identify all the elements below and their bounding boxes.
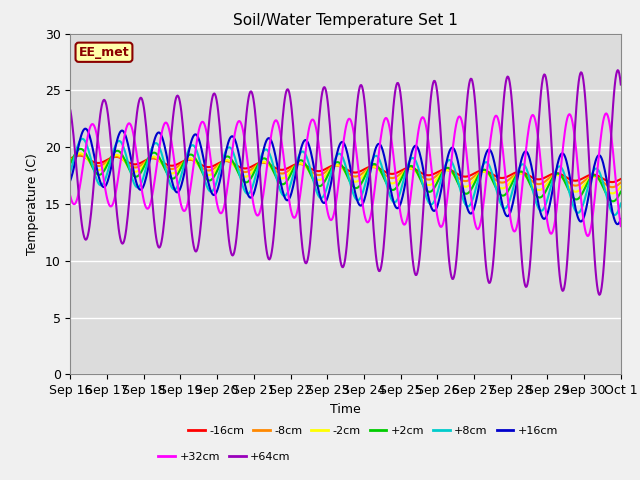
- +16cm: [429, 208, 437, 214]
- -2cm: [67, 159, 74, 165]
- +64cm: [614, 67, 621, 73]
- -16cm: [190, 157, 198, 163]
- +32cm: [67, 193, 74, 199]
- +64cm: [189, 239, 196, 244]
- +16cm: [67, 177, 74, 183]
- Line: -8cm: -8cm: [70, 155, 621, 187]
- Text: EE_met: EE_met: [79, 46, 129, 59]
- +16cm: [614, 221, 621, 227]
- -8cm: [76, 152, 83, 158]
- -2cm: [413, 170, 421, 176]
- +2cm: [617, 189, 625, 194]
- +16cm: [134, 184, 141, 190]
- -16cm: [429, 171, 437, 177]
- Line: +8cm: +8cm: [70, 139, 621, 215]
- +8cm: [190, 143, 198, 148]
- -8cm: [190, 158, 198, 164]
- -2cm: [134, 168, 141, 174]
- -16cm: [134, 161, 141, 167]
- Line: +16cm: +16cm: [70, 129, 621, 224]
- +16cm: [413, 144, 421, 150]
- +16cm: [190, 133, 198, 139]
- +32cm: [77, 180, 84, 186]
- X-axis label: Time: Time: [330, 403, 361, 416]
- +2cm: [77, 146, 84, 152]
- -16cm: [77, 153, 85, 158]
- +8cm: [617, 201, 625, 206]
- +64cm: [67, 108, 74, 113]
- Line: -2cm: -2cm: [70, 153, 621, 193]
- +16cm: [77, 135, 84, 141]
- Line: +64cm: +64cm: [70, 70, 621, 295]
- +8cm: [429, 200, 437, 206]
- +2cm: [413, 170, 421, 176]
- -16cm: [413, 168, 421, 173]
- -8cm: [67, 157, 74, 163]
- +16cm: [219, 164, 227, 170]
- +8cm: [67, 169, 74, 175]
- -16cm: [617, 176, 625, 182]
- -16cm: [75, 153, 83, 158]
- -16cm: [67, 156, 74, 161]
- +8cm: [134, 184, 141, 190]
- +32cm: [584, 233, 592, 239]
- +64cm: [218, 152, 226, 157]
- +32cm: [429, 175, 436, 180]
- Line: -16cm: -16cm: [70, 156, 621, 182]
- -2cm: [617, 184, 625, 190]
- Legend: +32cm, +64cm: +32cm, +64cm: [154, 447, 295, 466]
- -8cm: [609, 184, 616, 190]
- +8cm: [77, 137, 84, 143]
- -8cm: [413, 169, 421, 175]
- -2cm: [429, 180, 437, 186]
- +16cm: [82, 126, 90, 132]
- +2cm: [134, 173, 141, 179]
- -2cm: [76, 150, 83, 156]
- +32cm: [133, 154, 141, 159]
- +16cm: [617, 216, 625, 222]
- Line: +2cm: +2cm: [70, 149, 621, 201]
- +64cm: [596, 292, 604, 298]
- +64cm: [77, 209, 84, 215]
- Title: Soil/Water Temperature Set 1: Soil/Water Temperature Set 1: [233, 13, 458, 28]
- -8cm: [429, 175, 437, 181]
- +32cm: [189, 168, 196, 173]
- +2cm: [67, 160, 74, 166]
- +2cm: [77, 146, 85, 152]
- -8cm: [219, 159, 227, 165]
- +64cm: [133, 110, 141, 116]
- +2cm: [429, 186, 437, 192]
- +2cm: [609, 198, 617, 204]
- +2cm: [190, 153, 198, 159]
- -2cm: [77, 151, 85, 156]
- -2cm: [190, 157, 198, 163]
- -2cm: [219, 159, 227, 165]
- +32cm: [218, 210, 226, 216]
- -16cm: [609, 179, 616, 185]
- +64cm: [413, 272, 420, 278]
- Line: +32cm: +32cm: [70, 113, 621, 236]
- -8cm: [617, 180, 625, 186]
- -8cm: [77, 152, 85, 158]
- -16cm: [219, 158, 227, 164]
- +8cm: [219, 157, 227, 163]
- +8cm: [413, 162, 421, 168]
- +8cm: [79, 136, 86, 142]
- +8cm: [611, 212, 618, 218]
- -2cm: [609, 191, 616, 196]
- +64cm: [429, 83, 436, 89]
- +32cm: [617, 223, 625, 229]
- +32cm: [413, 143, 420, 148]
- +2cm: [219, 157, 227, 163]
- Y-axis label: Temperature (C): Temperature (C): [26, 153, 39, 255]
- +32cm: [602, 110, 610, 116]
- +64cm: [617, 82, 625, 87]
- -8cm: [134, 164, 141, 170]
